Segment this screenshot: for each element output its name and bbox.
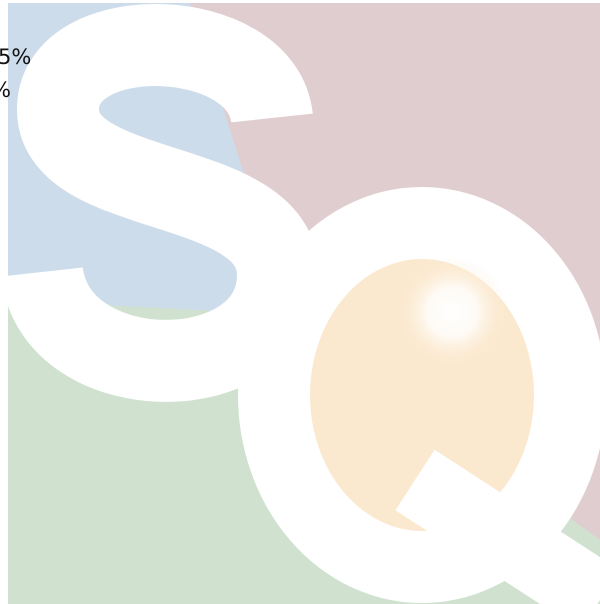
caption-text: % — [0, 78, 11, 102]
q-tail — [395, 449, 600, 604]
letter-s — [1, 4, 320, 402]
caption-text: 5% — [0, 45, 31, 69]
highlight — [397, 257, 507, 367]
